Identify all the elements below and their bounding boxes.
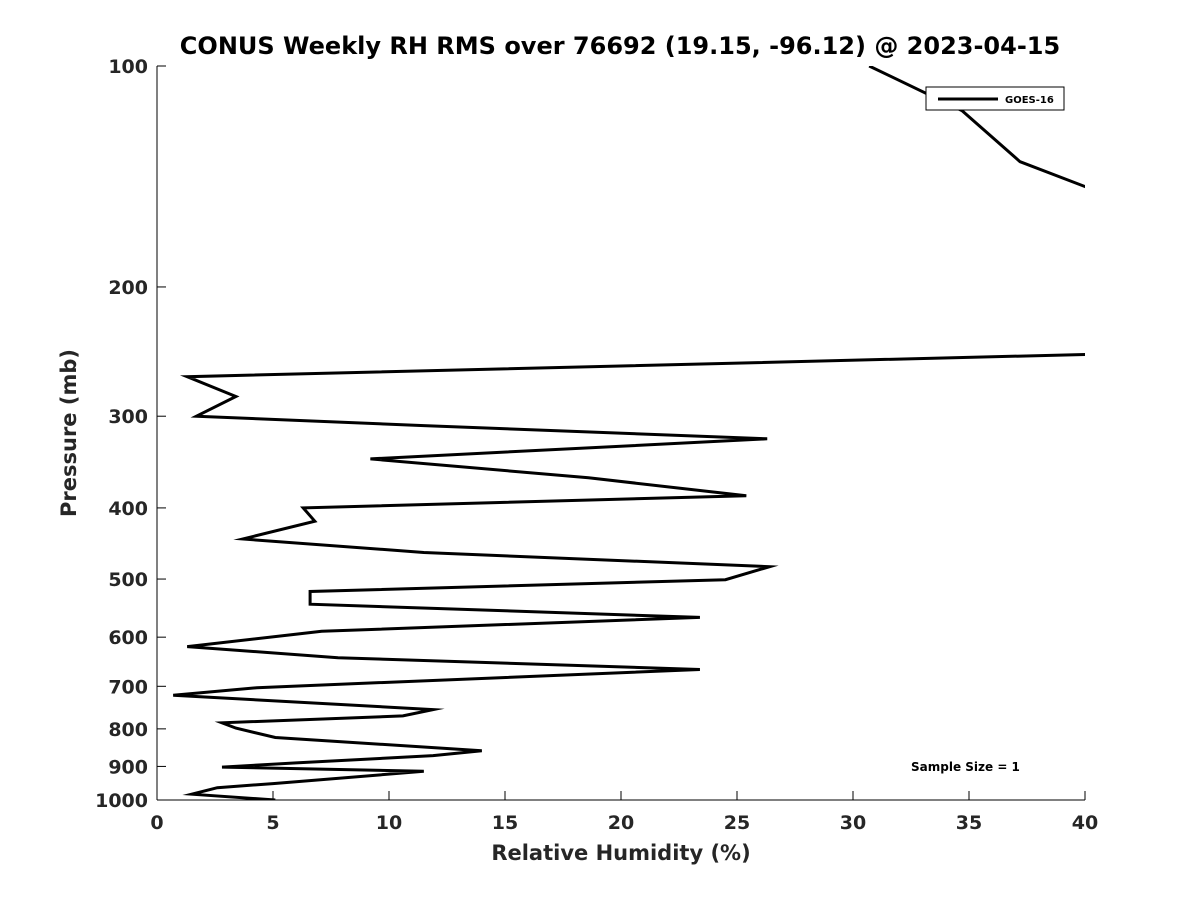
- x-tick-label: 25: [724, 812, 750, 834]
- series-line-goes-16: [173, 352, 1085, 800]
- x-tick-label: 40: [1072, 812, 1098, 834]
- y-tick-label: 1000: [95, 790, 148, 812]
- chart-title: CONUS Weekly RH RMS over 76692 (19.15, -…: [180, 32, 1060, 60]
- y-axis-label: Pressure (mb): [57, 349, 81, 517]
- y-tick-label: 200: [108, 277, 148, 299]
- legend-label-goes-16: GOES-16: [1005, 95, 1054, 106]
- y-tick-label: 700: [108, 676, 148, 698]
- x-tick-label: 20: [608, 812, 634, 834]
- legend: GOES-16: [925, 86, 1065, 111]
- y-tick-label: 800: [108, 719, 148, 741]
- y-tick-label: 500: [108, 569, 148, 591]
- y-ticks: 100 200 300 400 500 600 700 800 900 1000: [95, 56, 166, 812]
- x-tick-label: 0: [150, 812, 163, 834]
- y-tick-label: 400: [108, 498, 148, 520]
- x-tick-label: 15: [492, 812, 518, 834]
- x-tick-label: 35: [956, 812, 982, 834]
- y-tick-label: 100: [108, 56, 148, 78]
- x-tick-label: 5: [266, 812, 279, 834]
- x-tick-label: 30: [840, 812, 866, 834]
- y-tick-label: 600: [108, 627, 148, 649]
- x-axis-label: Relative Humidity (%): [491, 841, 750, 865]
- y-tick-label: 300: [108, 406, 148, 428]
- x-ticks: 0 5 10 15 20 25 30 35 40: [150, 791, 1098, 834]
- sample-size-annotation: Sample Size = 1: [911, 760, 1020, 774]
- series-layer: [173, 66, 1085, 800]
- y-tick-label: 900: [108, 756, 148, 778]
- x-tick-label: 10: [376, 812, 402, 834]
- series-line-goes-16: [868, 66, 1085, 189]
